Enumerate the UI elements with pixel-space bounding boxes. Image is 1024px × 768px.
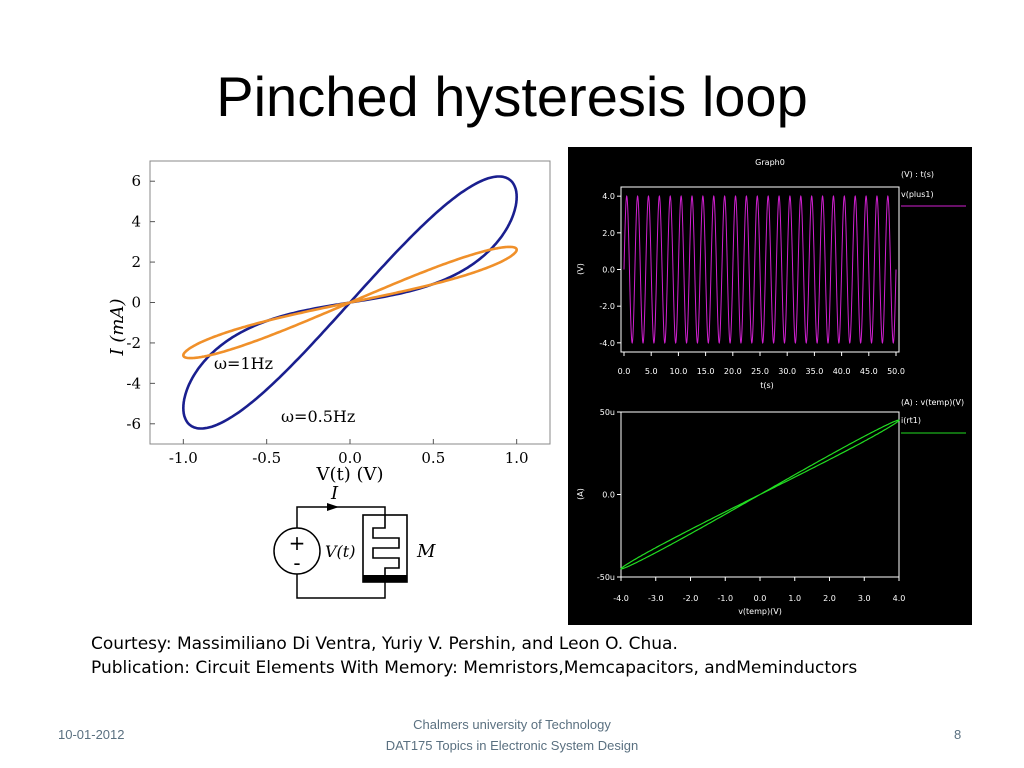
top-y-tick-label: -4.0 — [599, 339, 615, 348]
top-x-tick-label: 15.0 — [697, 367, 715, 376]
annotation-0.5hz: ω=0.5Hz — [281, 407, 355, 426]
y-tick-label: 2 — [131, 253, 141, 271]
bottom-legend-header: (A) : v(temp)(V) — [901, 398, 964, 407]
y-tick-label: -6 — [126, 415, 141, 433]
top-x-tick-label: 25.0 — [751, 367, 769, 376]
series-i-rt1-line — [620, 419, 900, 570]
bottom-x-tick-label: -4.0 — [613, 594, 629, 603]
bottom-x-tick-label: -3.0 — [648, 594, 664, 603]
annotation-1hz: ω=1Hz — [214, 354, 273, 373]
footer-center: Chalmers university of Technology DAT175… — [312, 714, 712, 756]
x-tick-label: -1.0 — [169, 449, 198, 467]
y-tick-label: 0 — [131, 294, 141, 312]
y-tick-label: -2 — [126, 334, 141, 352]
top-y-axis-label: (V) — [576, 263, 585, 275]
top-x-tick-label: 35.0 — [805, 367, 823, 376]
y-axis-label: I (mA) — [107, 299, 128, 357]
top-y-tick-label: 0.0 — [602, 266, 615, 275]
current-label: I — [330, 483, 339, 504]
bottom-y-tick-label: -50u — [597, 573, 615, 582]
courtesy-publication: Publication: Circuit Elements With Memor… — [91, 658, 858, 678]
x-tick-label: 1.0 — [505, 449, 529, 467]
x-axis-label: V(t) (V) — [315, 464, 383, 485]
top-y-tick-label: -2.0 — [599, 302, 615, 311]
page-number: 8 — [954, 727, 962, 742]
top-x-axis-label: t(s) — [760, 381, 774, 390]
x-tick-label: 0.0 — [338, 449, 362, 467]
courtesy-text: Courtesy: Massimiliano Di Ventra, Yuriy … — [91, 632, 857, 680]
top-x-tick-label: 45.0 — [860, 367, 878, 376]
bottom-y-tick-label: 50u — [600, 408, 615, 417]
footer-course: DAT175 Topics in Electronic System Desig… — [385, 738, 639, 753]
simulation-screenshot: Graph0 0.0 5.0 10.0 15.0 20.0 25.0 30.0 35.0 40.… — [568, 147, 972, 625]
bottom-y-tick-label: 0.0 — [602, 491, 615, 500]
bottom-x-tick-label: 2.0 — [823, 594, 836, 603]
courtesy-authors: Courtesy: Massimiliano Di Ventra, Yuriy … — [91, 634, 678, 654]
iv-hysteresis-figure: -1.0 -0.5 0.0 0.5 1.0 6 4 2 0 -2 -4 -6 ω=1Hz ω=0.5… — [107, 160, 551, 599]
series-v-plus1-line — [623, 194, 897, 345]
top-x-tick-label: 30.0 — [778, 367, 796, 376]
memristor-circuit: + - I V(t) M — [273, 483, 436, 599]
top-x-tick-label: 40.0 — [833, 367, 851, 376]
bottom-y-axis-label: (A) — [576, 488, 585, 500]
top-legend-entry: v(plus1) — [901, 190, 934, 199]
x-tick-label: -0.5 — [252, 449, 281, 467]
bottom-x-tick-label: 3.0 — [858, 594, 871, 603]
y-tick-label: 4 — [131, 213, 141, 231]
bottom-x-axis-label: v(temp)(V) — [738, 607, 782, 616]
minus-sign: - — [293, 551, 300, 575]
top-y-tick-label: 2.0 — [602, 229, 615, 238]
plus-sign: + — [289, 531, 306, 555]
top-x-tick-label: 0.0 — [618, 367, 631, 376]
bottom-x-tick-label: -1.0 — [717, 594, 733, 603]
y-tick-label: -4 — [126, 374, 141, 392]
top-legend-header: (V) : t(s) — [901, 170, 934, 179]
bottom-x-tick-label: 4.0 — [893, 594, 906, 603]
bottom-x-tick-label: 1.0 — [788, 594, 801, 603]
y-tick-label: 6 — [131, 172, 141, 190]
bottom-legend-entry: i(rt1) — [901, 416, 921, 425]
slide-title: Pinched hysteresis loop — [216, 65, 808, 128]
footer-date: 10-01-2012 — [58, 727, 125, 742]
top-y-tick-label: 4.0 — [602, 192, 615, 201]
memristor-label: M — [416, 541, 436, 562]
graph-title: Graph0 — [755, 158, 785, 167]
series-1hz-line — [181, 245, 519, 360]
voltage-source-symbol — [273, 527, 321, 575]
current-arrow — [327, 503, 339, 511]
top-x-tick-label: 10.0 — [669, 367, 687, 376]
top-x-tick-label: 20.0 — [724, 367, 742, 376]
x-tick-label: 0.5 — [421, 449, 445, 467]
bottom-x-tick-label: -2.0 — [683, 594, 699, 603]
bottom-x-tick-label: 0.0 — [754, 594, 767, 603]
footer-institution: Chalmers university of Technology — [413, 717, 611, 732]
top-x-tick-label: 50.0 — [887, 367, 905, 376]
source-label: V(t) — [325, 542, 355, 561]
top-x-tick-label: 5.0 — [645, 367, 658, 376]
